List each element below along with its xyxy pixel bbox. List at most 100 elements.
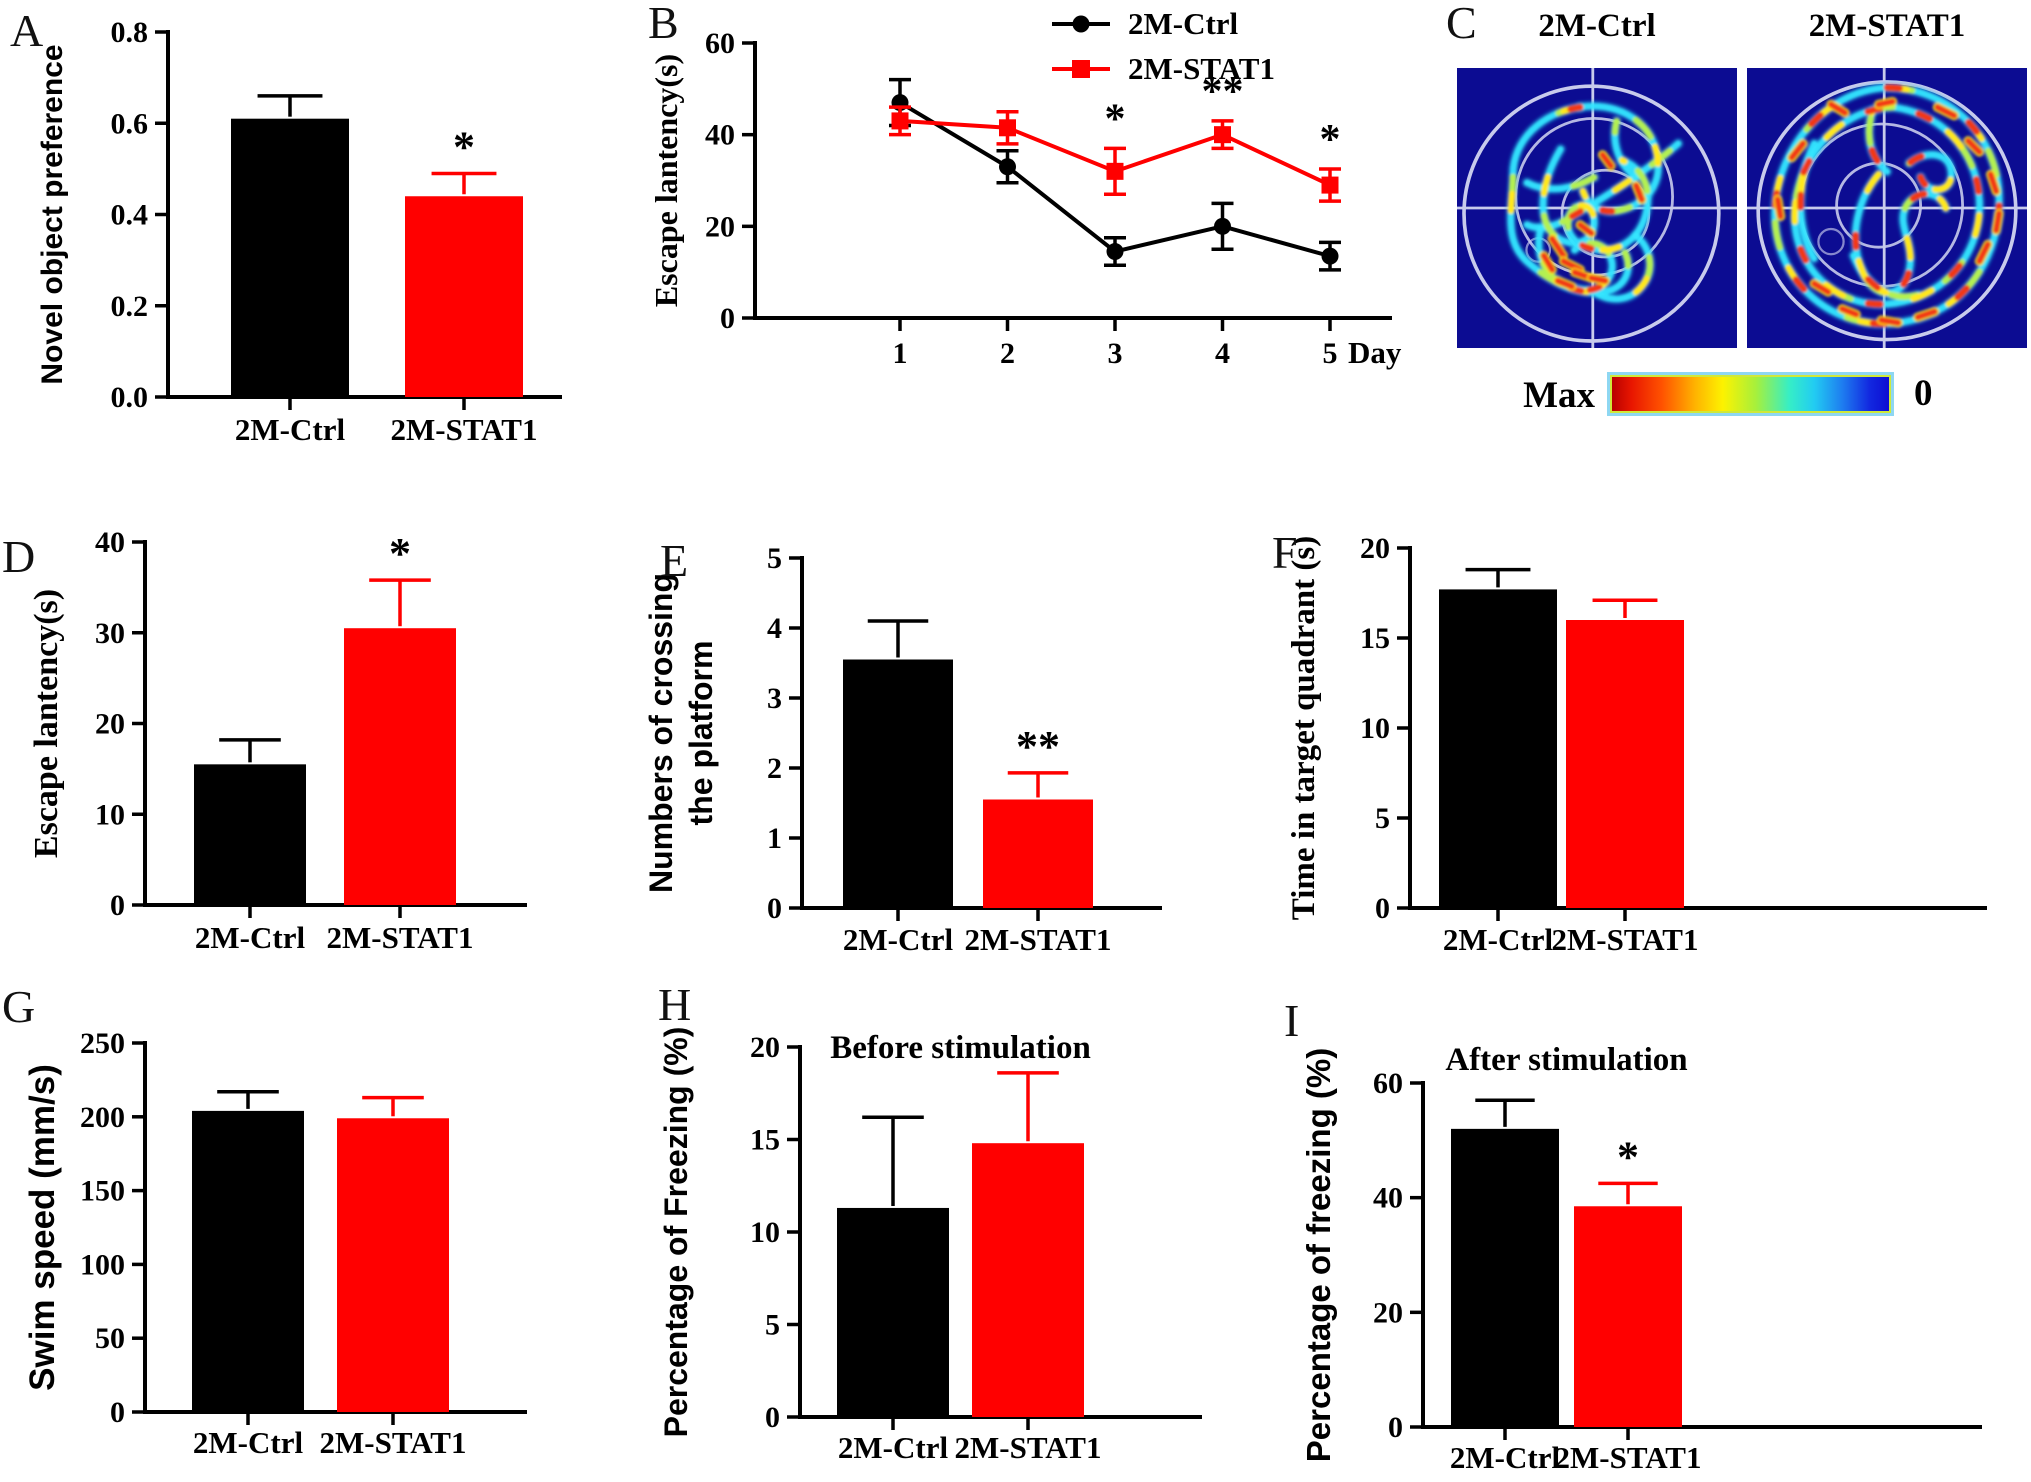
bar-2M-Ctrl <box>194 764 306 905</box>
svg-text:0.6: 0.6 <box>111 107 149 140</box>
chart-title: Before stimulation <box>830 1030 1091 1066</box>
legend-item-ctrl: 2M-Ctrl <box>1050 6 1275 42</box>
svg-text:20: 20 <box>95 708 125 741</box>
svg-text:5: 5 <box>767 542 782 575</box>
heatmap-title-ctrl: 2M-Ctrl <box>1538 8 1656 44</box>
swim-tracks <box>1504 100 1685 305</box>
bar-2M-Ctrl <box>1439 589 1557 908</box>
category-label: 2M-STAT1 <box>955 1430 1102 1465</box>
panel-letter-f: F <box>1272 527 1298 578</box>
category-label: 2M-STAT1 <box>391 412 538 447</box>
swim-tracks <box>1769 81 2005 330</box>
svg-text:5: 5 <box>1323 337 1338 370</box>
svg-text:0: 0 <box>720 302 735 335</box>
bar-chart-swim-speed: 0 50 100 150 200 250 Swim speed (mm/s) 2M-Ctrl 2… <box>23 1027 527 1460</box>
svg-text:2: 2 <box>1000 337 1015 370</box>
panel-b: B 0 20 40 60 Escape lantency(s) 1 2 3 4 5 Day * ** * … <box>620 0 1450 500</box>
bar-2M-Ctrl <box>192 1110 304 1412</box>
svg-text:10: 10 <box>95 798 125 831</box>
category-label: 2M-Ctrl <box>193 1425 304 1460</box>
y-axis-label: the platform <box>683 641 719 826</box>
svg-text:0.0: 0.0 <box>111 381 149 414</box>
category-label: 2M-Ctrl <box>1443 922 1554 957</box>
legend-marker-circle-icon <box>1052 15 1110 33</box>
svg-text:10: 10 <box>1360 712 1390 745</box>
y-axis-label: Percentage of Freezing (%) <box>658 1027 694 1438</box>
panel-letter-i: I <box>1284 995 1300 1046</box>
svg-text:200: 200 <box>80 1101 125 1134</box>
bar-2M-STAT1 <box>405 196 523 397</box>
colorbar-zero-label: 0 <box>1914 373 1933 414</box>
svg-text:20: 20 <box>1360 532 1390 565</box>
data-point <box>1321 247 1339 265</box>
panel-letter-g: G <box>2 981 36 1032</box>
y-axis-label: Swim speed (mm/s) <box>23 1064 62 1391</box>
bar-chart-platform-crossings: 0 1 2 3 4 5 Numbers of crossing the platform 2M-… <box>643 542 1162 957</box>
svg-text:10: 10 <box>750 1216 780 1249</box>
panel-e: E 0 1 2 3 4 5 Numbers of crossing the platform 2… <box>640 520 1270 982</box>
svg-text:3: 3 <box>1108 337 1123 370</box>
heatmap-title-stat1: 2M-STAT1 <box>1808 8 1966 44</box>
legend-label-ctrl: 2M-Ctrl <box>1128 6 1239 41</box>
panel-d: D 0 10 20 30 40 Escape lantency(s) 2M-Ctrl 2M-S… <box>0 520 640 982</box>
significance-star: * <box>389 529 411 578</box>
svg-text:0: 0 <box>765 1401 780 1434</box>
significance-star: * <box>1105 96 1126 142</box>
svg-text:4: 4 <box>767 612 782 645</box>
significance-star: * <box>1617 1132 1639 1181</box>
category-label: 2M-STAT1 <box>320 1425 467 1460</box>
y-axis-label: Novel object preference <box>36 44 69 384</box>
bar-chart-freezing-before: 0 5 10 15 20 Percentage of Freezing (%) Before… <box>658 1027 1202 1465</box>
svg-text:5: 5 <box>765 1309 780 1342</box>
svg-text:0.2: 0.2 <box>111 290 149 323</box>
chart-title: After stimulation <box>1445 1042 1687 1078</box>
category-label: 2M-Ctrl <box>838 1430 949 1465</box>
data-point <box>1106 243 1124 261</box>
colorbar-max-label: Max <box>1523 375 1595 416</box>
y-axis-label: Escape lantency(s) <box>648 54 684 307</box>
legend: 2M-Ctrl 2M-STAT1 <box>1050 6 1275 87</box>
svg-text:40: 40 <box>95 526 125 559</box>
bar-chart-novel-object-preference: 0.0 0.2 0.4 0.6 0.8 Novel object preference 2M… <box>36 16 562 447</box>
data-point <box>891 112 909 130</box>
svg-text:2: 2 <box>767 752 782 785</box>
svg-text:3: 3 <box>767 682 782 715</box>
panel-letter-d: D <box>2 531 36 582</box>
panel-a: A 0.0 0.2 0.4 0.6 0.8 Novel object preference… <box>0 0 620 500</box>
bar-2M-STAT1 <box>1574 1206 1682 1427</box>
bar-2M-Ctrl <box>837 1207 949 1417</box>
panel-letter-e: E <box>660 535 689 586</box>
svg-text:40: 40 <box>1373 1182 1403 1215</box>
bar-2M-STAT1 <box>1566 620 1684 908</box>
svg-text:250: 250 <box>80 1027 125 1060</box>
panel-f: F 0 5 10 15 20 Time in target quadrant (s) 2M-… <box>1270 520 2031 982</box>
panel-h: H 0 5 10 15 20 Percentage of Freezing (%) Befo… <box>640 979 1280 1482</box>
colorbar <box>1607 372 1894 416</box>
swim-track-heatmap-stat1 <box>1747 68 2027 348</box>
platform-circle <box>1817 227 1845 256</box>
category-label: 2M-STAT1 <box>965 922 1112 957</box>
legend-item-stat1: 2M-STAT1 <box>1050 51 1275 87</box>
bar-2M-STAT1 <box>344 628 456 905</box>
svg-text:20: 20 <box>705 210 735 243</box>
data-point <box>1106 162 1124 180</box>
colorbar-gradient <box>1610 375 1891 413</box>
category-label: 2M-Ctrl <box>195 920 306 955</box>
significance-star: * <box>453 122 475 171</box>
svg-text:0.4: 0.4 <box>111 199 149 232</box>
category-label: 2M-STAT1 <box>327 920 474 955</box>
category-label: 2M-Ctrl <box>1450 1440 1561 1475</box>
y-axis-label: Percentage of freezing (%) <box>1300 1048 1337 1462</box>
svg-text:1: 1 <box>893 337 908 370</box>
svg-text:4: 4 <box>1215 337 1230 370</box>
svg-text:5: 5 <box>1375 802 1390 835</box>
bar-chart-target-quadrant-time: 0 5 10 15 20 Time in target quadrant (s) 2M-Ct… <box>1286 532 1987 957</box>
svg-text:20: 20 <box>1373 1296 1403 1329</box>
data-point <box>999 158 1016 176</box>
svg-text:150: 150 <box>80 1175 125 1208</box>
data-point <box>1214 126 1231 144</box>
legend-label-stat1: 2M-STAT1 <box>1128 51 1275 86</box>
panel-letter-c: C <box>1446 0 1477 48</box>
